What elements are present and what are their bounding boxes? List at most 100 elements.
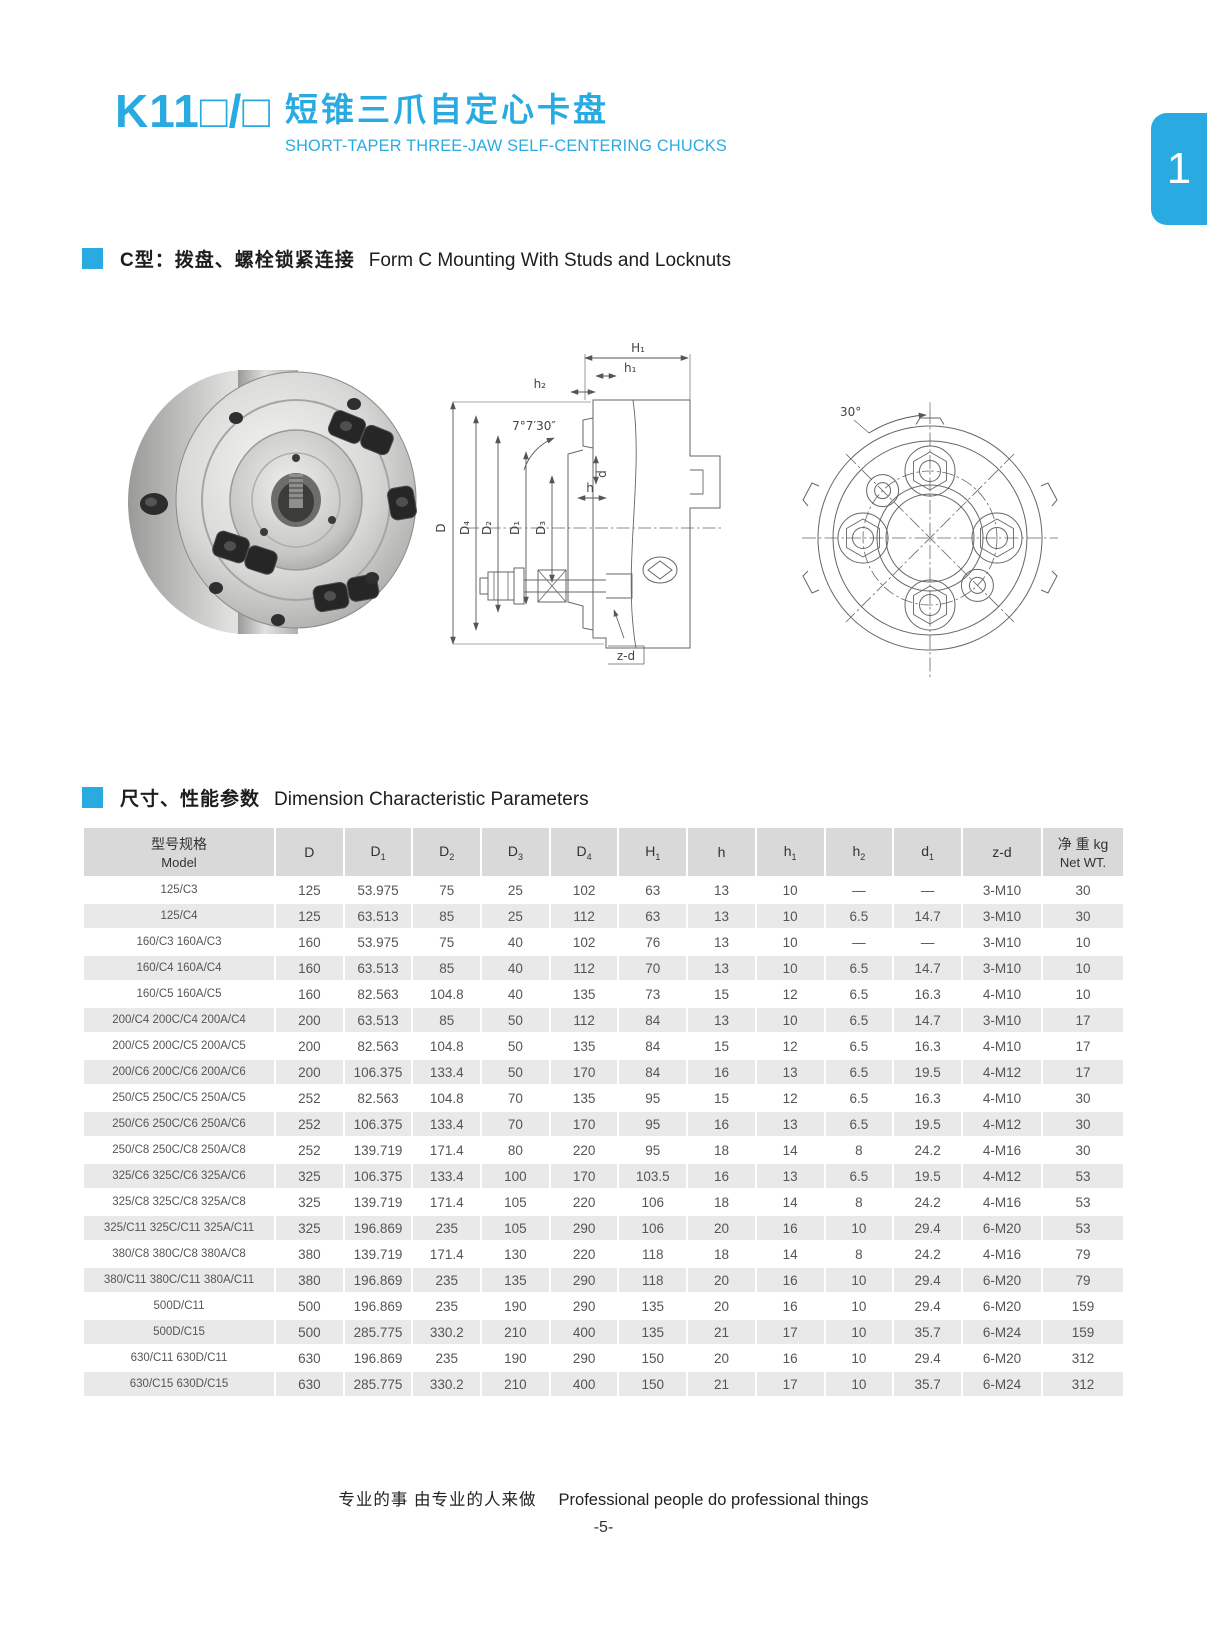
table-cell: 24.2	[894, 1242, 961, 1266]
table-cell: 400	[550, 1320, 618, 1344]
table-cell: 112	[550, 904, 618, 928]
table-cell: 285.775	[344, 1320, 412, 1344]
table-cell: 125	[276, 904, 343, 928]
table-cell: 13	[688, 1008, 755, 1032]
footer-slogan: 专业的事 由专业的人来做 Professional people do profe…	[0, 1486, 1207, 1510]
front-dim-label-30: 30°	[840, 405, 861, 419]
table-cell: 85	[413, 1008, 481, 1032]
table-cell: 50	[482, 1008, 549, 1032]
table-cell: 82.563	[344, 982, 412, 1006]
table-cell: 135	[550, 982, 618, 1006]
table-cell: 82.563	[344, 1034, 412, 1058]
table-cell: 19.5	[894, 1112, 961, 1136]
model-cell: 200/C6 200C/C6 200A/C6	[84, 1060, 274, 1084]
column-header: D4	[550, 828, 618, 876]
table-cell: 235	[413, 1294, 481, 1318]
table-cell: 125	[276, 878, 343, 902]
section-mounting-label: C型：拨盘、螺栓锁紧连接 Form C Mounting With Studs a…	[120, 245, 731, 272]
table-cell: 30	[1043, 1086, 1123, 1110]
header-titles: 短锥三爪自定心卡盘 SHORT-TAPER THREE-JAW SELF-CEN…	[285, 90, 745, 156]
table-cell: 53	[1043, 1216, 1123, 1240]
table-cell: 133.4	[413, 1060, 481, 1084]
table-cell: 4-M12	[963, 1060, 1041, 1084]
cross-section-svg: H₁ h₁ h₂ 7°7′30″ d h D D₄ D₂ D₁ D₃ z-d	[434, 341, 724, 665]
table-header-row: 型号规格 Model D D1 D2 D3 D4 H1 h h1 h2 d1 z-d 净 重 kg Net …	[84, 828, 1123, 876]
dim-label-d: d	[595, 470, 609, 478]
model-cell: 500D/C15	[84, 1320, 274, 1344]
table-cell: 76	[619, 930, 687, 954]
table-cell: 25	[482, 904, 549, 928]
column-header: D2	[413, 828, 481, 876]
table-cell: 95	[619, 1112, 687, 1136]
table-cell: 24.2	[894, 1190, 961, 1214]
table-cell: 40	[482, 956, 549, 980]
table-cell: 118	[619, 1268, 687, 1292]
table-cell: 17	[756, 1372, 824, 1396]
header-brand: K11□/□	[115, 88, 271, 134]
table-cell: 130	[482, 1242, 549, 1266]
section-bullet-icon	[82, 787, 103, 808]
dim-label-h1: h₁	[624, 361, 637, 375]
table-row: 250/C5 250C/C5 250A/C5 252 82.563 104.8 70 13…	[84, 1086, 1123, 1110]
table-cell: 30	[1043, 878, 1123, 902]
table-cell: 10	[1043, 982, 1123, 1006]
table-cell: 63.513	[344, 956, 412, 980]
column-header: H1	[619, 828, 687, 876]
table-cell: 630	[276, 1372, 343, 1396]
table-cell: 8	[825, 1242, 893, 1266]
table-cell: 104.8	[413, 1034, 481, 1058]
table-cell: 53	[1043, 1164, 1123, 1188]
table-cell: 13	[688, 878, 755, 902]
table-cell: 16	[688, 1164, 755, 1188]
table-cell: 79	[1043, 1242, 1123, 1266]
table-row: 500D/C11 500 196.869 235 190 290 135 20 16 10 29.4…	[84, 1294, 1123, 1318]
table-cell: 17	[1043, 1008, 1123, 1032]
page-title-en: SHORT-TAPER THREE-JAW SELF-CENTERING CHU…	[285, 135, 727, 155]
table-row: 160/C4 160A/C4 160 63.513 85 40 112 70 13 10 6.5 1…	[84, 956, 1123, 980]
model-cell: 325/C8 325C/C8 325A/C8	[84, 1190, 274, 1214]
table-cell: 10	[825, 1372, 893, 1396]
table-cell: 75	[413, 878, 481, 902]
table-cell: 102	[550, 930, 618, 954]
table-cell: 10	[756, 1008, 824, 1032]
table-cell: 10	[1043, 930, 1123, 954]
table-cell: 17	[1043, 1060, 1123, 1084]
column-header: h2	[825, 828, 893, 876]
table-cell: 235	[413, 1268, 481, 1292]
table-cell: 6.5	[825, 1086, 893, 1110]
table-cell: 4-M12	[963, 1164, 1041, 1188]
table-cell: 325	[276, 1216, 343, 1240]
table-cell: 4-M16	[963, 1138, 1041, 1162]
section-dimensions-label-zh: 尺寸、性能参数	[120, 789, 261, 810]
table-cell: 106.375	[344, 1060, 412, 1084]
table-cell: 29.4	[894, 1294, 961, 1318]
table-cell: 4-M10	[963, 982, 1041, 1006]
table-cell: 12	[756, 1034, 824, 1058]
dim-label-h: h	[586, 481, 594, 495]
page-title-model-code: K11□/□	[115, 85, 272, 137]
table-cell: 220	[550, 1242, 618, 1266]
table-cell: 6-M24	[963, 1372, 1041, 1396]
table-cell: 135	[550, 1086, 618, 1110]
table-cell: 171.4	[413, 1242, 481, 1266]
table-cell: 6-M20	[963, 1346, 1041, 1370]
table-cell: 380	[276, 1242, 343, 1266]
table-cell: 14.7	[894, 956, 961, 980]
table-cell: 252	[276, 1112, 343, 1136]
table-cell: 3-M10	[963, 904, 1041, 928]
table-cell: 190	[482, 1294, 549, 1318]
model-cell: 250/C8 250C/C8 250A/C8	[84, 1138, 274, 1162]
table-cell: 290	[550, 1268, 618, 1292]
table-cell: 53	[1043, 1190, 1123, 1214]
dim-label-D4: D₄	[458, 521, 472, 535]
table-cell: 84	[619, 1034, 687, 1058]
front-view-drawing: 30°	[778, 376, 1078, 693]
table-cell: 196.869	[344, 1346, 412, 1370]
table-cell: 6-M24	[963, 1320, 1041, 1344]
table-row: 200/C5 200C/C5 200A/C5 200 82.563 104.8 50 13…	[84, 1034, 1123, 1058]
table-row: 250/C8 250C/C8 250A/C8 252 139.719 171.4 80 2…	[84, 1138, 1123, 1162]
table-cell: 100	[482, 1164, 549, 1188]
table-cell: 170	[550, 1060, 618, 1084]
table-cell: 252	[276, 1086, 343, 1110]
